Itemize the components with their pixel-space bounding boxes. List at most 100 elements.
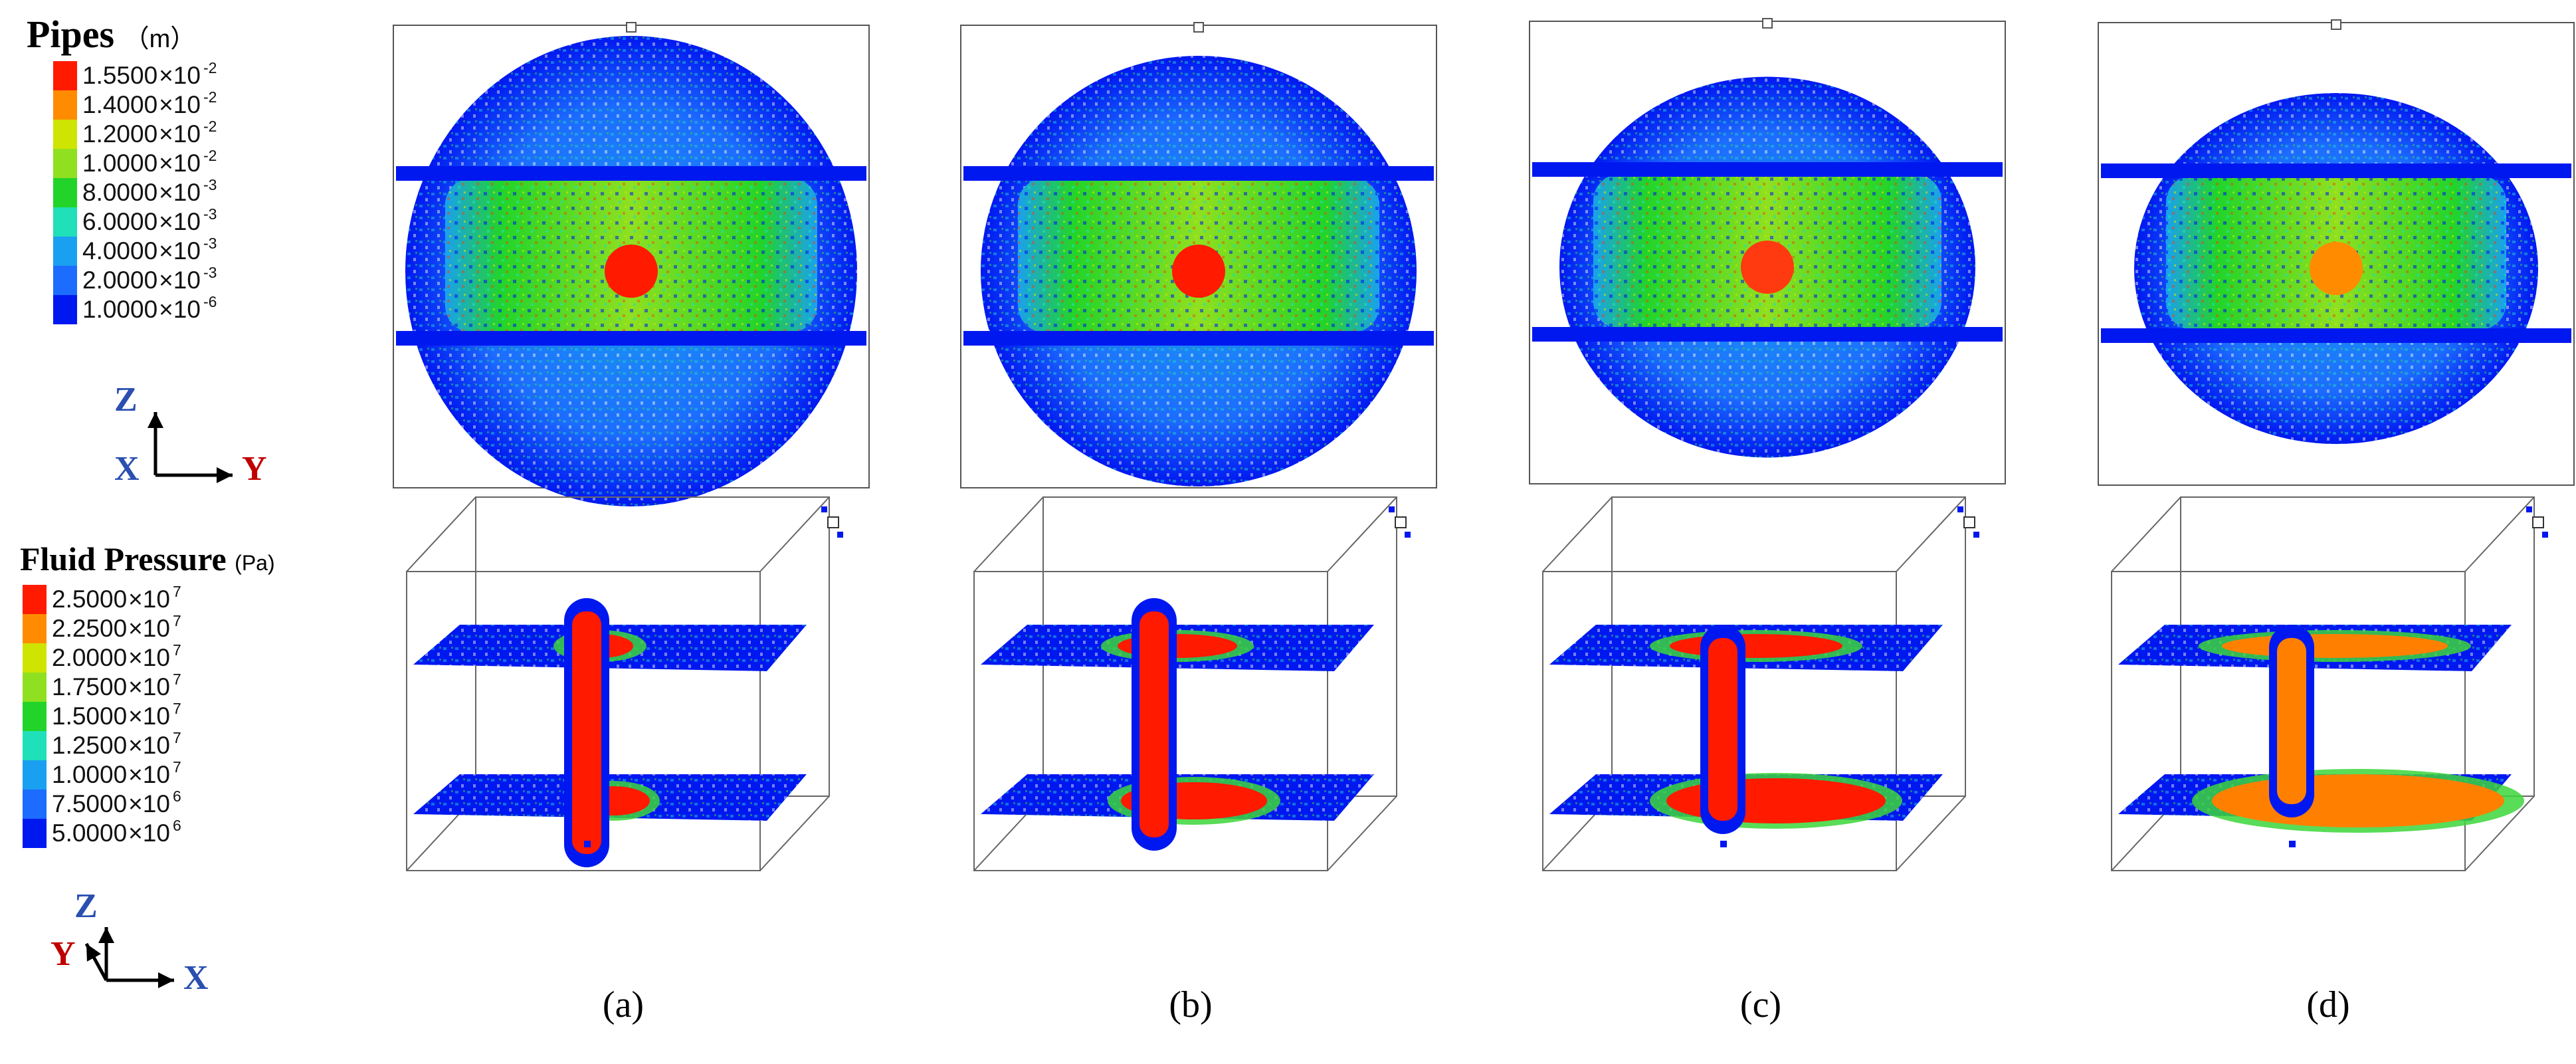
pipes-legend-value: 6.0000×10 -3 [82,205,217,236]
pressure-legend-exponent: 6 [172,817,181,834]
pressure-legend-base: ×10 [128,644,170,671]
pressure-legend-exponent: 7 [172,700,181,717]
pipes-legend-mantissa: 1.0000 [82,150,158,177]
corner-dot [821,506,827,512]
upper-pressure-zone [1670,634,1842,658]
corner-dot [837,532,843,538]
pressure-legend-value: 2.5000×10 7 [52,583,181,613]
pipes-legend-mantissa: 1.0000 [82,296,158,323]
pressure-legend-base: ×10 [128,819,170,847]
pipes-legend-base: ×10 [159,91,201,118]
corner-marker [827,516,839,528]
pressure-legend-exponent: 7 [172,583,181,600]
pressure-axis-depth [84,942,108,982]
pressure-legend-mantissa: 5.0000 [52,819,128,847]
pipes-legend-exponent: -3 [203,205,217,223]
pressure-legend-mantissa: 2.2500 [52,615,128,642]
pressure-legend-swatch [23,702,47,731]
pipes-legend-swatch [53,149,77,178]
pipes-axis-right [155,467,233,483]
corner-dot [1405,532,1411,538]
pipes-legend-exponent: -2 [203,59,217,76]
pipes-legend-mantissa: 8.0000 [82,179,158,206]
pressure-legend-base: ×10 [128,702,170,730]
pipes-axis-right-head [217,467,233,483]
vertical-fracture-pressure [2277,638,2306,804]
pipes-legend-base: ×10 [159,266,201,294]
pressure-legend-row: 1.2500×10 7 [23,729,181,760]
pipes-legend-exponent: -2 [203,118,217,135]
pressure-legend-mantissa: 2.0000 [52,644,128,671]
corner-marker [1963,516,1975,528]
corner-dot [1389,506,1395,512]
pressure-legend-row: 1.7500×10 7 [23,671,181,702]
pipe-panel [2098,19,2575,486]
frame-marker [626,22,637,33]
pressure-legend-title: Fluid Pressure (Pa) [20,540,275,578]
box-edge [2111,496,2181,572]
corner-marker [2532,516,2544,528]
pressure-legend-swatch [23,790,47,819]
pipes-legend-base: ×10 [159,179,201,206]
lower-fracture-layer [963,331,1434,346]
pressure-legend-value: 2.2500×10 7 [52,612,181,643]
injection-point [605,245,658,298]
pipes-legend-exponent: -3 [203,264,217,281]
lower-fracture-layer [396,331,866,346]
panel-label-d: (d) [2306,984,2350,1025]
injection-point [1741,241,1794,294]
box-edge [406,496,476,572]
pressure-axis-z-label: Z [74,887,98,925]
pipes-legend-mantissa: 4.0000 [82,237,158,265]
corner-dot [2542,532,2548,538]
upper-fracture-layer [963,166,1434,181]
vertical-fracture-pressure [1139,611,1169,837]
pipes-axis-y-label: Y [242,450,267,488]
pressure-legend-exponent: 7 [172,729,181,746]
pressure-legend-row: 1.0000×10 7 [23,758,181,790]
pressure-legend-value: 5.0000×10 6 [52,817,181,847]
pressure-legend-mantissa: 7.5000 [52,790,128,817]
pressure-legend-swatch [23,643,47,673]
pipes-legend-exponent: -2 [203,147,217,164]
pipes-legend-value: 1.5500×10 -2 [82,59,217,90]
pipe-panel [393,22,870,506]
pressure-axis-y-label: Y [50,935,76,973]
box-edge [759,796,830,871]
frame-marker [1762,18,1773,29]
pipes-legend-value: 1.0000×10 -2 [82,147,217,177]
pressure-legend-swatch [23,731,47,760]
pipes-legend-row: 6.0000×10 -3 [53,205,217,237]
pipes-legend-swatch [53,237,77,266]
pressure-legend-base: ×10 [128,790,170,817]
pipes-axis-x-label: X [114,450,140,488]
pressure-legend-swatch [23,673,47,702]
pressure-axis-right-head [158,972,174,988]
well-marker [2289,841,2296,847]
pipes-legend-value: 4.0000×10 -3 [82,235,217,265]
pressure-legend-row: 7.5000×10 6 [23,788,181,819]
pipes-axis-up [148,412,163,475]
pipes-legend-swatch [53,295,77,324]
pipes-legend-title-text: Pipes [27,13,115,56]
pipes-legend-row: 2.0000×10 -3 [53,264,217,295]
pipes-legend-swatch [53,178,77,207]
box-edge [1327,796,1397,871]
pipes-legend-row: 1.2000×10 -2 [53,118,217,149]
pressure-axis-x-label: X [183,959,209,997]
well-marker [584,841,591,847]
pipes-legend-mantissa: 1.4000 [82,91,158,118]
pipes-legend-row: 1.0000×10 -2 [53,147,217,178]
pipes-legend-value: 1.0000×10 -6 [82,293,217,324]
pressure-legend-base: ×10 [128,732,170,759]
pressure-panel [1542,496,1979,871]
pressure-legend-exponent: 7 [172,641,181,659]
corner-dot [2526,506,2532,512]
pipes-legend-row: 1.0000×10 -6 [53,293,217,324]
pipes-legend-mantissa: 6.0000 [82,208,158,235]
pressure-legend-swatch [23,585,47,614]
injection-point [2310,242,2363,295]
well-marker [1151,841,1158,847]
injection-point [1172,245,1225,298]
